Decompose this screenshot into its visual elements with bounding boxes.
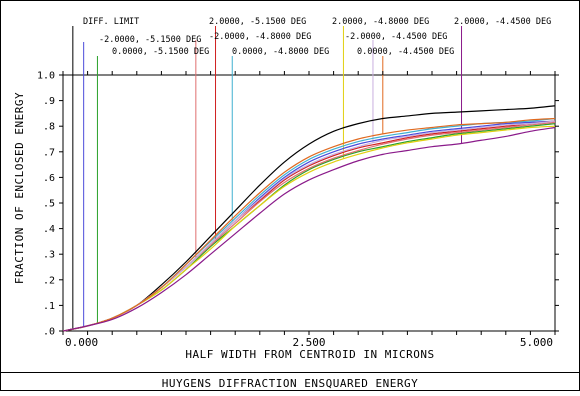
series-line — [62, 105, 556, 332]
legend-label: 0.0000, -4.4500 DEG — [357, 47, 454, 57]
y-tick-label: .3 — [43, 250, 55, 261]
y-tick-label: .5 — [43, 199, 55, 210]
y-tick-label: .2 — [43, 275, 55, 286]
legend-layer: DIFF. LIMIT -2.0000, -5.1500 DEG 0.0000, -… — [83, 17, 551, 57]
y-axis-title: FRACTION OF ENCLOSED ENERGY — [13, 92, 26, 284]
x-axis-title: HALF WIDTH FROM CENTROID IN MICRONS — [185, 348, 434, 361]
series-line — [62, 117, 556, 332]
series-layer — [62, 105, 556, 332]
tick-layer: 1.0 .9 .8 .7 .6 .5 .4 .3 .2 .1 .0 0.000 2.500 5.000 — [37, 71, 559, 349]
legend-label: -2.0000, -4.8000 DEG — [209, 32, 311, 42]
legend-label: 2.0000, -4.8000 DEG — [332, 17, 429, 27]
y-tick-label: .9 — [43, 96, 55, 107]
legend-label: -2.0000, -4.4500 DEG — [345, 32, 447, 42]
footer-title: HUYGENS DIFFRACTION ENSQUARED ENERGY — [162, 377, 418, 390]
x-tick-label: 2.500 — [292, 336, 325, 349]
legend-label: 2.0000, -5.1500 DEG — [209, 17, 306, 27]
x-tick-label: 0.000 — [65, 336, 98, 349]
legend-label: 0.0000, -5.1500 DEG — [112, 47, 209, 57]
series-line — [62, 121, 556, 332]
legend-label: DIFF. LIMIT — [83, 17, 139, 27]
series-line — [62, 120, 556, 332]
y-tick-label: .1 — [43, 301, 55, 312]
x-tick-label: 5.000 — [520, 336, 553, 349]
y-tick-label: .6 — [43, 173, 55, 184]
series-line — [62, 120, 556, 332]
legend-label: 2.0000, -4.4500 DEG — [454, 17, 551, 27]
plot-area-frame — [62, 74, 556, 332]
series-line — [62, 117, 556, 332]
field-marker-layer — [72, 26, 463, 329]
legend-label: -2.0000, -5.1500 DEG — [99, 35, 201, 45]
y-tick-label: .7 — [43, 147, 55, 158]
series-line — [62, 126, 556, 332]
series-line — [62, 123, 556, 332]
y-tick-label: .8 — [43, 122, 55, 133]
series-line — [62, 120, 556, 332]
y-tick-label: 1.0 — [37, 71, 55, 82]
y-tick-label: .0 — [43, 327, 55, 338]
y-tick-label: .4 — [43, 224, 55, 235]
legend-label: 0.0000, -4.8000 DEG — [232, 47, 329, 57]
